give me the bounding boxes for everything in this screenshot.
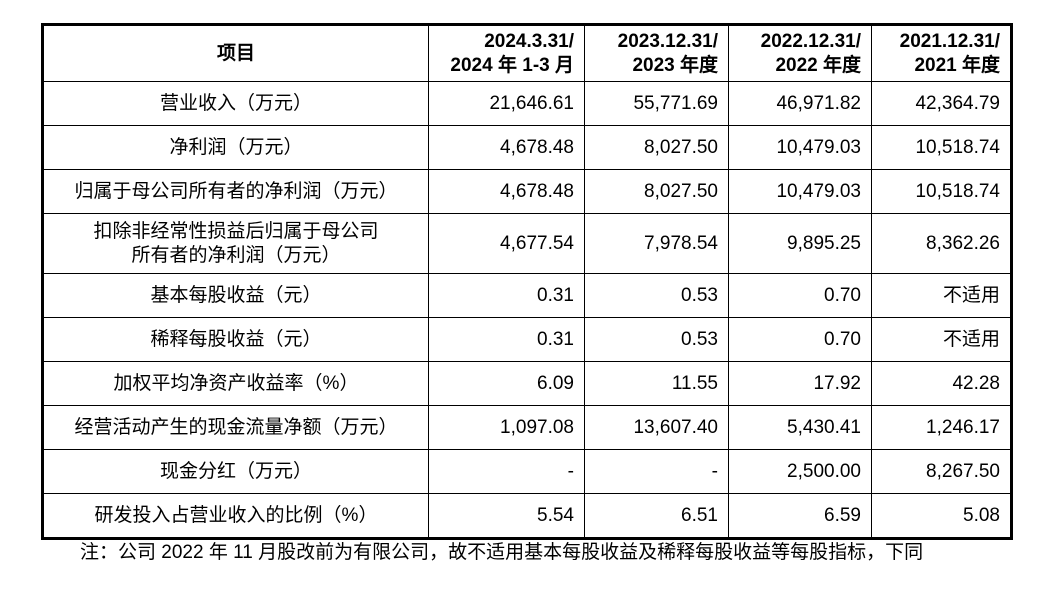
cell-value: 6.59 [728,493,872,539]
cell-value: 6.51 [584,493,729,539]
row-label: 扣除非经常性损益后归属于母公司 所有者的净利润（万元） [42,213,429,274]
cell-value: 8,267.50 [871,449,1012,494]
cell-value: 13,607.40 [584,405,729,450]
header-2024q1: 2024.3.31/2024 年 1-3 月 [428,24,585,82]
row-label: 归属于母公司所有者的净利润（万元） [42,169,429,214]
cell-value: 4,678.48 [428,125,585,170]
cell-value: 10,479.03 [728,125,872,170]
cell-value: 不适用 [871,317,1012,362]
cell-value: 0.31 [428,273,585,318]
cell-value: - [428,449,585,494]
cell-value: 5,430.41 [728,405,872,450]
cell-value: 10,479.03 [728,169,872,214]
table-header-row: 项目 2024.3.31/2024 年 1-3 月 2023.12.31/202… [42,24,1012,82]
cell-value: 5.54 [428,493,585,539]
cell-value: 55,771.69 [584,81,729,126]
cell-value: 1,246.17 [871,405,1012,450]
cell-value: 11.55 [584,361,729,406]
cell-value: 0.53 [584,317,729,362]
cell-value: 0.53 [584,273,729,318]
row-label: 稀释每股收益（元） [42,317,429,362]
cell-value: 46,971.82 [728,81,872,126]
cell-value: 8,362.26 [871,213,1012,274]
cell-value: 5.08 [871,493,1012,539]
cell-value: 1,097.08 [428,405,585,450]
row-label: 净利润（万元） [42,125,429,170]
cell-value: 6.09 [428,361,585,406]
table-row: 加权平均净资产收益率（%） 6.09 11.55 17.92 42.28 [42,361,1012,406]
cell-value: - [584,449,729,494]
table-row: 归属于母公司所有者的净利润（万元） 4,678.48 8,027.50 10,479.… [42,169,1012,214]
cell-value: 不适用 [871,273,1012,318]
cell-value: 7,978.54 [584,213,729,274]
cell-value: 10,518.74 [871,169,1012,214]
table-row: 稀释每股收益（元） 0.31 0.53 0.70 不适用 [42,317,1012,362]
row-label: 经营活动产生的现金流量净额（万元） [42,405,429,450]
financial-indicators-table: 项目 2024.3.31/2024 年 1-3 月 2023.12.31/202… [41,23,1013,540]
header-2023: 2023.12.31/2023 年度 [584,24,729,82]
cell-value: 4,677.54 [428,213,585,274]
cell-value: 0.70 [728,273,872,318]
table-row: 研发投入占营业收入的比例（%） 5.54 6.51 6.59 5.08 [42,493,1012,539]
cell-value: 8,027.50 [584,125,729,170]
header-2021: 2021.12.31/2021 年度 [871,24,1012,82]
header-item: 项目 [42,24,429,82]
cell-value: 9,895.25 [728,213,872,274]
table-row: 营业收入（万元） 21,646.61 55,771.69 46,971.82 42,36… [42,81,1012,126]
row-label: 加权平均净资产收益率（%） [42,361,429,406]
cell-value: 2,500.00 [728,449,872,494]
cell-value: 0.70 [728,317,872,362]
cell-value: 4,678.48 [428,169,585,214]
cell-value: 0.31 [428,317,585,362]
table-row: 基本每股收益（元） 0.31 0.53 0.70 不适用 [42,273,1012,318]
row-label: 现金分红（万元） [42,449,429,494]
cell-value: 8,027.50 [584,169,729,214]
cell-value: 10,518.74 [871,125,1012,170]
cell-value: 17.92 [728,361,872,406]
table-row: 扣除非经常性损益后归属于母公司 所有者的净利润（万元） 4,677.54 7,978.… [42,213,1012,274]
cell-value: 42,364.79 [871,81,1012,126]
table-row: 现金分红（万元） - -2,500.00 8,267.50 [42,449,1012,494]
table-footnote: 注：公司 2022 年 11 月股改前为有限公司，故不适用基本每股收益及稀释每股… [80,542,924,563]
cell-value: 21,646.61 [428,81,585,126]
table-row: 经营活动产生的现金流量净额（万元） 1,097.08 13,607.40 5,430.… [42,405,1012,450]
row-label: 基本每股收益（元） [42,273,429,318]
cell-value: 42.28 [871,361,1012,406]
row-label: 研发投入占营业收入的比例（%） [42,493,429,539]
row-label: 营业收入（万元） [42,81,429,126]
table-row: 净利润（万元） 4,678.48 8,027.50 10,479.03 10,518.7… [42,125,1012,170]
header-2022: 2022.12.31/2022 年度 [728,24,872,82]
